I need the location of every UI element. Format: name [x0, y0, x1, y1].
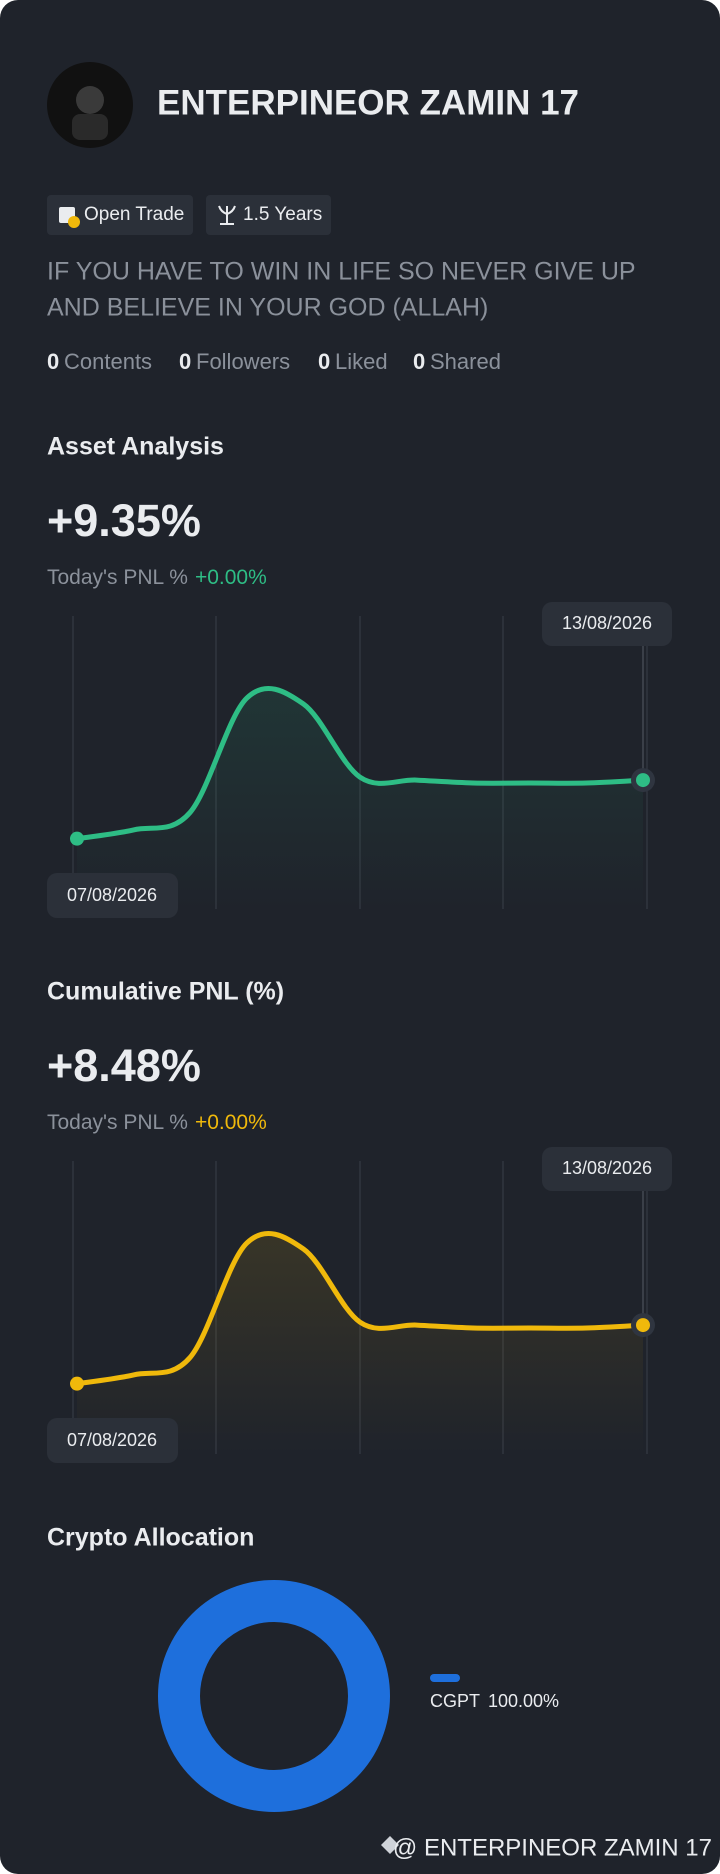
section-title: Crypto Allocation: [47, 1524, 254, 1552]
stat-label: Followers: [196, 349, 290, 374]
date-badge: [542, 1147, 672, 1191]
footer-text: @ ENTERPINEOR ZAMIN 17: [393, 1834, 712, 1861]
stat-count: 0: [318, 349, 330, 374]
avatar-figure: [76, 86, 104, 114]
date-label: 13/08/2026: [562, 1158, 652, 1178]
stat-label: Shared: [430, 349, 501, 374]
profile-name: ENTERPINEOR ZAMIN 17: [157, 83, 579, 122]
pnl-label-text: Today's PNL %: [47, 566, 188, 589]
pnl-value: +0.00%: [195, 566, 267, 589]
donut-segment: [158, 1580, 390, 1812]
tag: [47, 195, 193, 235]
pnl-label: Today's PNL % +0.00%: [47, 1111, 267, 1134]
stat-count: 0: [413, 349, 425, 374]
pnl-label: Today's PNL % +0.00%: [47, 566, 267, 589]
legend-value: 100.00%: [488, 1691, 559, 1711]
line: [74, 686, 646, 842]
stat-label: Liked: [335, 349, 388, 374]
line-area: [77, 1233, 643, 1454]
date-label: 07/08/2026: [67, 1430, 157, 1450]
headline-value: +8.48%: [47, 1040, 201, 1091]
section-title: Asset Analysis: [47, 433, 224, 461]
date-label: 13/08/2026: [562, 613, 652, 633]
stat-count: 0: [47, 349, 59, 374]
line: [74, 1231, 646, 1387]
bio-line: IF YOU HAVE TO WIN IN LIFE SO NEVER GIVE…: [47, 258, 636, 286]
date-badge: [47, 1418, 178, 1463]
date-badge: [542, 602, 672, 646]
pnl-value: +0.00%: [195, 1111, 267, 1134]
avatar-figure: [72, 114, 108, 140]
bio-line: AND BELIEVE IN YOUR GOD (ALLAH): [47, 294, 488, 322]
pnl-label-text: Today's PNL %: [47, 1111, 188, 1134]
section-title: Cumulative PNL (%): [47, 978, 284, 1006]
tag-icon: [218, 205, 236, 225]
date-label: 07/08/2026: [67, 885, 157, 905]
headline-value: +9.35%: [47, 495, 201, 546]
legend-label: CGPT: [430, 1691, 480, 1711]
tag-icon: [68, 216, 80, 228]
line-area: [77, 688, 643, 909]
tag-label: Open Trade: [84, 204, 184, 225]
tag: [206, 195, 331, 235]
stat-count: 0: [179, 349, 191, 374]
start-point: [70, 831, 84, 846]
end-point: [636, 1318, 650, 1333]
tag-label: 1.5 Years: [243, 204, 322, 225]
end-point: [636, 773, 650, 788]
stat-label: Contents: [64, 349, 152, 374]
footer-logo: [381, 1836, 399, 1854]
legend-swatch: [430, 1674, 460, 1682]
start-point: [70, 1376, 84, 1391]
date-badge: [47, 873, 178, 918]
